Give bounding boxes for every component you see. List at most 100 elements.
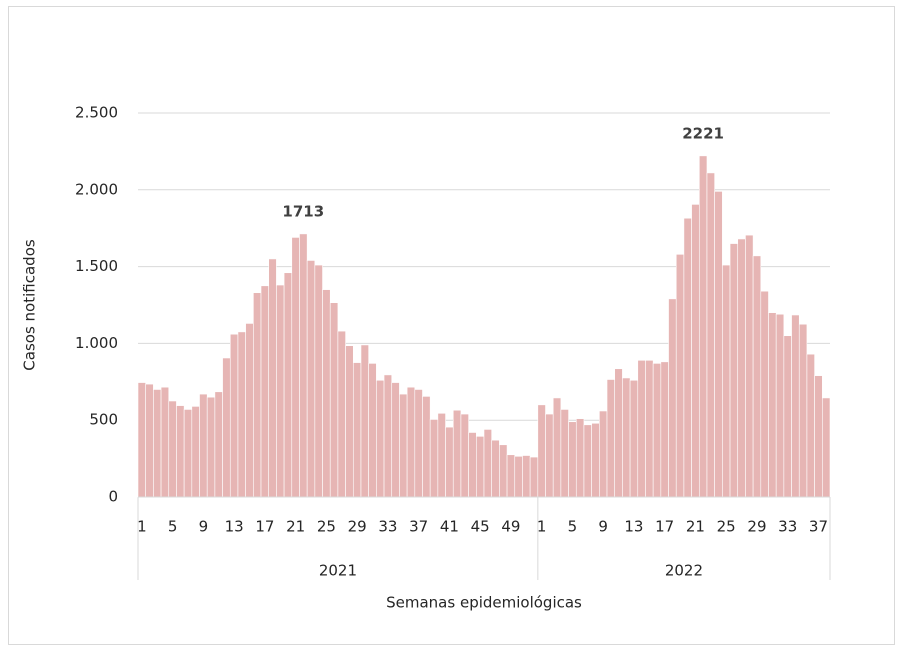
bar [614,368,623,498]
bar [629,379,639,498]
x-tick-label: 1 [137,518,147,536]
bar [376,379,385,498]
bar [399,393,408,498]
bar [499,444,508,498]
y-tick-label: 0 [108,488,118,506]
bar [591,422,600,498]
bar [652,363,662,498]
x-tick-label: 9 [199,518,209,536]
bar [560,409,569,498]
bar [445,426,454,498]
bar [783,335,792,498]
bar [798,323,808,498]
bar [214,391,223,498]
bar [406,386,416,498]
bar [299,233,308,498]
bar [460,413,469,498]
bar [768,312,777,498]
bar [668,298,677,498]
bar [691,204,700,498]
x-tick-label: 25 [717,518,736,536]
group-label: 2021 [319,562,357,580]
bar [622,377,631,498]
x-tick-label: 41 [440,518,459,536]
bar [329,302,339,498]
x-tick-label: 17 [655,518,674,536]
bar [514,455,523,498]
x-axis-title: Semanas epidemiológicas [386,594,582,612]
bar [383,374,393,498]
bar [137,382,146,498]
bar [145,383,154,498]
bar [199,393,208,498]
bar [714,191,723,498]
bar [675,254,685,498]
bar [391,382,400,498]
bar [583,424,592,498]
bar [752,255,762,498]
bar [537,404,546,498]
bar [814,375,823,498]
data-label: 1713 [282,202,324,220]
bar [206,396,216,498]
bar [745,234,754,498]
bar [729,243,739,498]
bar [722,264,731,498]
y-tick-label: 1.500 [75,257,118,275]
bar [422,396,431,498]
bar [268,258,277,498]
x-tick-label: 9 [598,518,608,536]
x-tick-label: 17 [255,518,274,536]
x-tick-label: 25 [317,518,336,536]
bar [260,285,270,498]
bar [168,400,177,498]
x-tick-label: 37 [809,518,828,536]
bar [660,361,669,498]
chart-frame [8,6,895,645]
x-tick-label: 49 [501,518,520,536]
x-tick-label: 29 [747,518,766,536]
bar [429,419,439,498]
bar [606,379,616,498]
bar [760,290,769,498]
x-tick-label: 29 [348,518,367,536]
y-axis-title: Casos notificados [21,239,39,371]
bar [437,412,446,498]
x-tick-label: 13 [624,518,643,536]
bar [545,413,554,498]
bar [737,238,746,498]
bar [775,313,785,498]
bar [414,389,423,498]
bar [222,357,231,498]
y-tick-label: 2.000 [75,180,118,198]
bar [276,284,285,498]
y-tick-label: 500 [89,411,118,429]
bar [183,409,193,498]
bar [552,397,562,498]
bar [229,333,239,498]
bar [568,421,577,498]
bar [360,344,369,498]
bar [291,237,300,498]
bar [176,405,185,498]
x-tick-label: 1 [537,518,547,536]
data-label: 2221 [682,124,724,142]
bar [822,397,831,498]
bar [314,264,323,498]
bar [191,406,200,498]
bar [153,389,162,498]
bar [322,289,331,498]
bar [637,359,646,498]
bar [791,314,800,498]
bar [368,363,377,498]
x-tick-label: 13 [225,518,244,536]
x-tick-label: 21 [286,518,305,536]
bar [476,436,485,498]
bar [491,439,500,498]
x-tick-label: 5 [568,518,578,536]
x-tick-label: 33 [778,518,797,536]
x-tick-label: 21 [686,518,705,536]
bar [698,155,708,498]
x-tick-label: 37 [409,518,428,536]
